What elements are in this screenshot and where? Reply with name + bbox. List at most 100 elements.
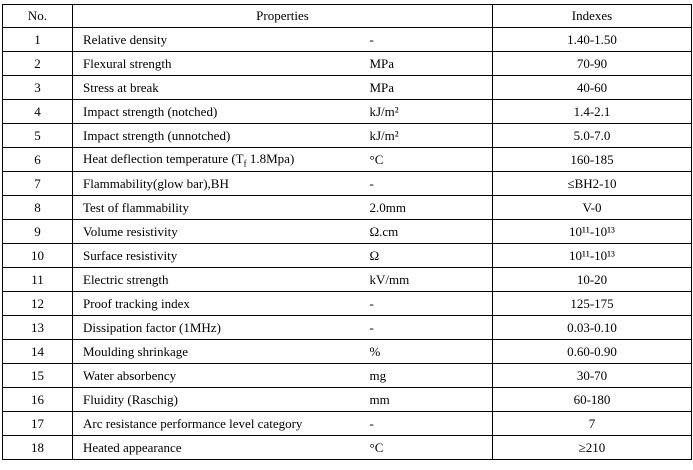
index-value: 160-185	[492, 147, 692, 172]
row-number: 11	[2, 267, 73, 292]
property-name: Flammability(glow bar),BH	[72, 171, 348, 196]
index-value: V-0	[492, 195, 692, 220]
index-value: 7	[492, 411, 692, 436]
row-number: 15	[2, 363, 73, 388]
property-name: Stress at break	[72, 75, 348, 100]
property-unit: mg	[347, 363, 493, 388]
property-name: Impact strength (unnotched)	[72, 123, 348, 148]
property-unit: -	[347, 171, 493, 196]
row-number: 3	[2, 75, 73, 100]
property-name: Water absorbency	[72, 363, 348, 388]
property-name: Proof tracking index	[72, 291, 348, 316]
table-row: 14 Moulding shrinkage% 0.60-0.90	[2, 339, 692, 364]
index-value: 60-180	[492, 387, 692, 412]
index-value: 10-20	[492, 267, 692, 292]
property-unit: -	[347, 411, 493, 436]
row-number: 14	[2, 339, 73, 364]
property-unit: 2.0mm	[347, 195, 493, 220]
table-row: 13 Dissipation factor (1MHz) -0.03-0.10	[2, 315, 692, 340]
table-row: 9 Volume resistivity Ω.cm 10¹¹-10¹³	[2, 219, 692, 244]
row-number: 7	[2, 171, 73, 196]
property-name: Flexural strength	[72, 51, 348, 76]
table-row: 16 Fluidity (Raschig) mm 60-180	[2, 387, 692, 412]
row-number: 16	[2, 387, 73, 412]
property-name: Heated appearance	[72, 435, 348, 460]
property-unit: Ω.cm	[347, 219, 493, 244]
subscript: f	[243, 158, 247, 169]
table-row: 4 Impact strength (notched) kJ/m² 1.4-2.1	[2, 99, 692, 124]
property-name: Volume resistivity	[72, 219, 348, 244]
table-row: 2 Flexural strength MPa 70-90	[2, 51, 692, 76]
index-value: 10¹¹-10¹³	[492, 243, 692, 268]
property-name: Surface resistivity	[72, 243, 348, 268]
header-row: No. Properties Indexes	[2, 4, 692, 28]
property-unit: °C	[347, 147, 493, 172]
header-cell: Properties	[72, 4, 493, 28]
property-unit: kJ/m²	[347, 123, 493, 148]
row-number: 9	[2, 219, 73, 244]
property-name: Arc resistance performance level categor…	[72, 411, 348, 436]
row-number: 8	[2, 195, 73, 220]
row-number: 6	[2, 147, 73, 172]
index-value: 0.03-0.10	[492, 315, 692, 340]
text-run: Heat deflection temperature (T	[83, 150, 244, 166]
index-value: 10¹¹-10¹³	[492, 219, 692, 244]
row-number: 2	[2, 51, 73, 76]
table-row: 11 Electric strength kV/mm 10-20	[2, 267, 692, 292]
property-unit: kV/mm	[347, 267, 493, 292]
property-name: Dissipation factor (1MHz)	[72, 315, 348, 340]
index-value: 1.4-2.1	[492, 99, 692, 124]
property-name: Fluidity (Raschig)	[72, 387, 348, 412]
property-unit: Ω	[347, 243, 493, 268]
text-run: 1.8Mpa)	[246, 150, 295, 166]
row-number: 18	[2, 435, 73, 460]
row-number: 10	[2, 243, 73, 268]
row-number: 17	[2, 411, 73, 436]
table-row: 8 Test of flammability 2.0mm V-0	[2, 195, 692, 220]
property-unit: MPa	[347, 51, 493, 76]
row-number: 12	[2, 291, 73, 316]
index-value: 70-90	[492, 51, 692, 76]
table-row: 6 Heat deflection temperature (Tf 1.8Mpa)…	[2, 147, 692, 172]
property-name: Moulding shrinkage	[72, 339, 348, 364]
property-unit: -	[347, 291, 493, 316]
index-value: 125-175	[492, 291, 692, 316]
property-name: Test of flammability	[72, 195, 348, 220]
property-name: Relative density	[72, 27, 348, 52]
index-value: ≤BH2-10	[492, 171, 692, 196]
properties-table: No. Properties Indexes 1 Relative density…	[2, 4, 692, 460]
property-unit: kJ/m²	[347, 99, 493, 124]
property-unit: %	[347, 339, 493, 364]
table-body: No. Properties Indexes 1 Relative density…	[2, 4, 692, 460]
row-number: 5	[2, 123, 73, 148]
table-row: 12 Proof tracking index -125-175	[2, 291, 692, 316]
table-row: 17 Arc resistance performance level categ…	[2, 411, 692, 436]
property-name: Impact strength (notched)	[72, 99, 348, 124]
index-value: 5.0-7.0	[492, 123, 692, 148]
header-cell: Indexes	[492, 4, 692, 28]
property-unit: -	[347, 315, 493, 340]
property-name: Electric strength	[72, 267, 348, 292]
property-name: Heat deflection temperature (Tf 1.8Mpa)	[72, 147, 348, 172]
table-row: 3 Stress at break MPa 40-60	[2, 75, 692, 100]
table-row: 10 Surface resistivity Ω 10¹¹-10¹³	[2, 243, 692, 268]
row-number: 13	[2, 315, 73, 340]
property-unit: °C	[347, 435, 493, 460]
index-value: 0.60-0.90	[492, 339, 692, 364]
index-value: 1.40-1.50	[492, 27, 692, 52]
row-number: 4	[2, 99, 73, 124]
row-number: 1	[2, 27, 73, 52]
property-unit: -	[347, 27, 493, 52]
table-row: 5 Impact strength (unnotched) kJ/m² 5.0-7.0	[2, 123, 692, 148]
table-row: 7 Flammability(glow bar),BH - ≤BH2-10	[2, 171, 692, 196]
table-row: 1 Relative density -1.40-1.50	[2, 27, 692, 52]
table-row: 18 Heated appearance °C ≥210	[2, 435, 692, 460]
table-row: 15 Water absorbency mg 30-70	[2, 363, 692, 388]
index-value: 30-70	[492, 363, 692, 388]
index-value: 40-60	[492, 75, 692, 100]
property-unit: MPa	[347, 75, 493, 100]
property-unit: mm	[347, 387, 493, 412]
index-value: ≥210	[492, 435, 692, 460]
header-cell: No.	[2, 4, 73, 28]
